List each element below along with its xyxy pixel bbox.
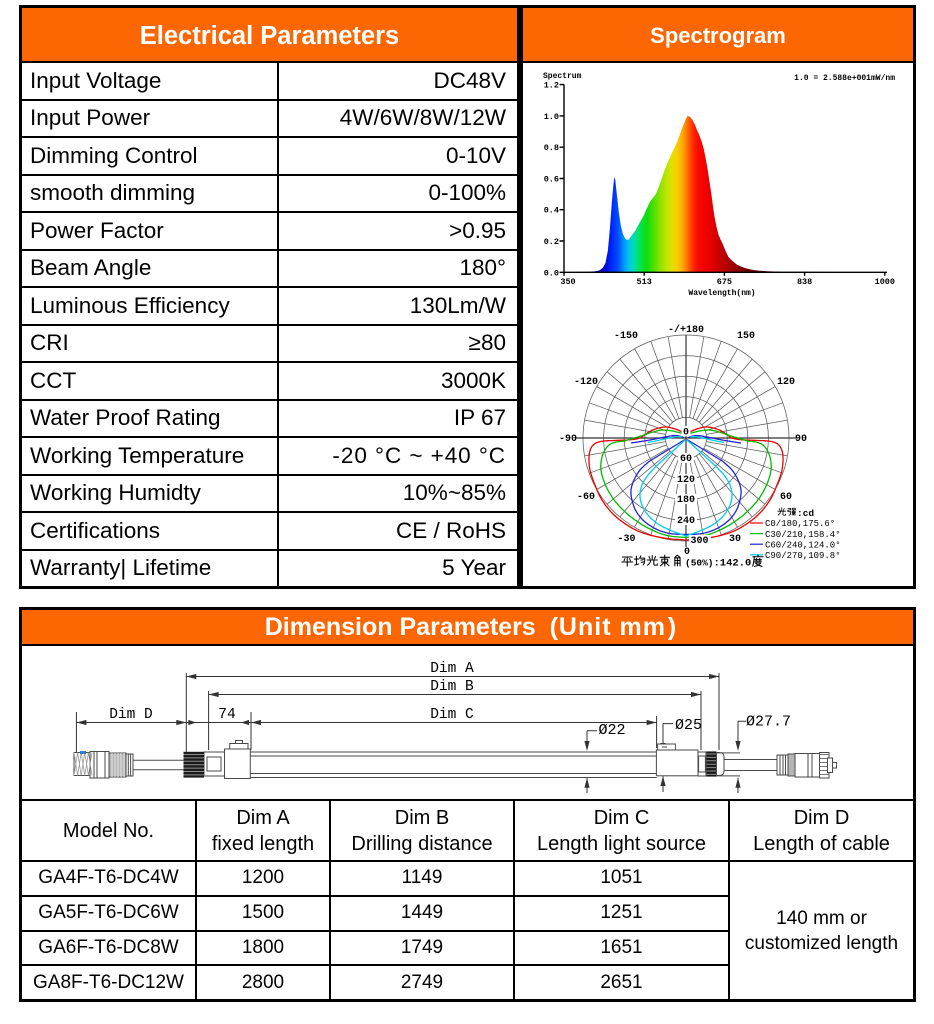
svg-text:0.4: 0.4 [544, 206, 559, 216]
svg-text:C30/210,158.4°: C30/210,158.4° [765, 530, 841, 540]
svg-text:350: 350 [560, 277, 575, 287]
svg-text::cd: :cd [797, 508, 814, 519]
svg-text:-60: -60 [577, 492, 595, 503]
svg-text:90: 90 [795, 434, 807, 445]
svg-text:0.2: 0.2 [544, 237, 559, 247]
svg-text:Ø27.7: Ø27.7 [746, 714, 791, 731]
svg-text:Ø22: Ø22 [599, 722, 626, 739]
svg-text::142.0: :142.0 [714, 558, 752, 570]
svg-text:-120: -120 [574, 377, 598, 388]
svg-text:-/+180: -/+180 [668, 324, 704, 336]
svg-text:(50%): (50%) [685, 558, 714, 569]
svg-text:Dim A: Dim A [430, 661, 474, 677]
svg-text:1.2: 1.2 [544, 81, 559, 91]
svg-text:675: 675 [717, 277, 732, 287]
svg-text:Wavelength(nm): Wavelength(nm) [688, 289, 755, 298]
svg-text:Spectrum: Spectrum [543, 72, 582, 81]
svg-text:120: 120 [677, 475, 695, 486]
svg-text:60: 60 [780, 492, 792, 503]
svg-text:0.8: 0.8 [544, 143, 559, 153]
svg-text:Dim D: Dim D [109, 707, 153, 723]
svg-text:74: 74 [218, 707, 235, 723]
svg-text:Dim B: Dim B [430, 679, 474, 695]
svg-text:0: 0 [684, 547, 690, 558]
svg-text:Dim C: Dim C [430, 707, 474, 723]
svg-text:0.6: 0.6 [544, 175, 559, 185]
svg-text:240: 240 [677, 516, 695, 527]
svg-text:120: 120 [777, 377, 795, 388]
svg-text:30: 30 [729, 534, 741, 545]
svg-text:-150: -150 [614, 331, 638, 342]
svg-text:1000: 1000 [875, 277, 895, 287]
svg-text:300: 300 [690, 536, 708, 547]
svg-text:180: 180 [677, 495, 695, 506]
svg-text:C90/270,109.8°: C90/270,109.8° [765, 551, 841, 561]
svg-text:C0/180,175.6°: C0/180,175.6° [765, 519, 835, 529]
svg-text:Ø25: Ø25 [675, 717, 702, 734]
svg-text:-30: -30 [617, 534, 635, 545]
svg-text:150: 150 [737, 331, 755, 342]
svg-text:1.0 = 2.588e+001mW/nm: 1.0 = 2.588e+001mW/nm [794, 74, 895, 83]
svg-text:838: 838 [797, 277, 812, 287]
svg-text:0.0: 0.0 [544, 268, 559, 278]
svg-text:60: 60 [680, 454, 692, 465]
svg-text:0: 0 [683, 428, 689, 439]
svg-text:C60/240,124.0°: C60/240,124.0° [765, 540, 841, 550]
svg-text:1.0: 1.0 [544, 112, 559, 122]
svg-text:-90: -90 [559, 434, 577, 445]
svg-text:513: 513 [637, 277, 652, 287]
